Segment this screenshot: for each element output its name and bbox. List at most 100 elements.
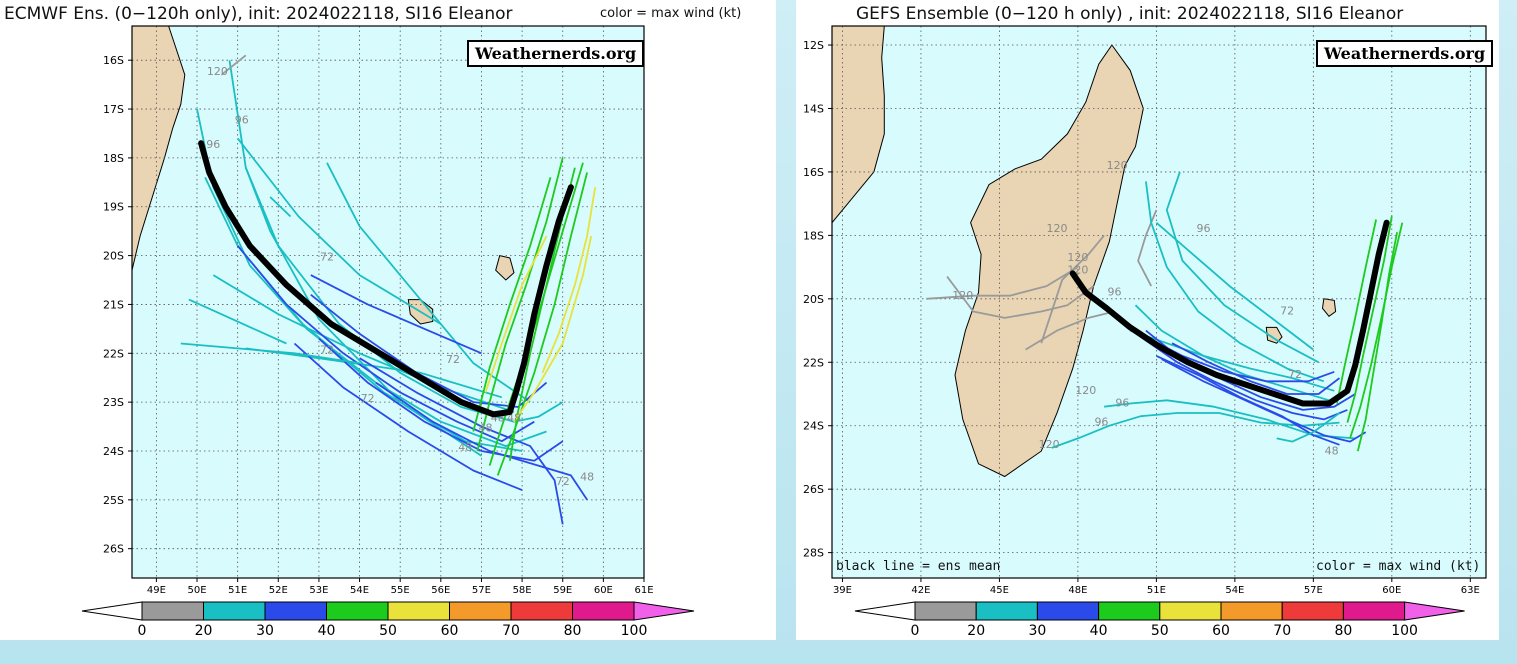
left-member-track: [484, 235, 548, 393]
left-scale-arrow-left: [81, 601, 143, 621]
left-scale-swatch: [141, 601, 204, 621]
right-lat-tick-label: 28S: [803, 547, 824, 560]
left-member-track: [245, 347, 503, 399]
gefs-watermark: Weathernerds.org: [1316, 40, 1494, 67]
left-scale-swatch: [203, 601, 266, 621]
left-hour-label: 72: [361, 392, 375, 405]
right-hour-label: 72: [1280, 305, 1294, 318]
right-lat-tick-label: 14S: [803, 102, 824, 115]
right-landmass: [832, 26, 885, 224]
left-member-track: [180, 342, 360, 364]
left-hour-label: 96: [206, 138, 220, 151]
left-hour-label: 96: [235, 114, 249, 127]
right-member-track: [1356, 232, 1398, 452]
ecmwf-title: ECMWF Ens. (0−120h only), init: 20240221…: [4, 4, 513, 24]
left-scale-swatch: [572, 601, 635, 621]
right-member-track: [1129, 329, 1335, 392]
gefs-color-legend: color = max wind (kt): [1316, 559, 1481, 574]
right-member-track: [1134, 304, 1330, 402]
right-member-track: [1171, 342, 1341, 395]
ecmwf-watermark: Weathernerds.org: [467, 40, 645, 67]
right-scale-swatch: [1220, 601, 1283, 621]
right-scale-swatch: [1342, 601, 1406, 621]
left-scale-label: 60: [441, 623, 459, 639]
right-hour-label: 72: [1288, 368, 1302, 381]
left-scale-label: 0: [138, 623, 147, 639]
left-scale-label: 50: [379, 623, 397, 639]
right-lon-tick-label: 39E: [833, 585, 852, 596]
left-lat-tick-label: 25S: [103, 494, 124, 507]
right-member-track: [1140, 336, 1348, 421]
left-lat-tick-label: 22S: [103, 347, 124, 360]
right-lat-tick-label: 12S: [803, 39, 824, 52]
left-hour-label: 72: [556, 475, 570, 488]
right-scale-swatch: [1281, 601, 1344, 621]
right-scale-label: 20: [967, 623, 985, 639]
right-hour-label: 120: [952, 289, 973, 302]
left-lat-tick-label: 24S: [103, 445, 124, 458]
left-member-track: [496, 172, 588, 476]
left-lon-tick-label: 57E: [472, 585, 491, 596]
right-lon-tick-label: 51E: [1147, 585, 1166, 596]
left-member-track: [310, 293, 548, 408]
left-lon-tick-label: 60E: [594, 585, 613, 596]
left-mean-track: [198, 140, 574, 418]
left-scale-label: 80: [564, 623, 582, 639]
right-scale-swatch: [1036, 601, 1100, 621]
left-hour-label: 48: [580, 470, 594, 483]
left-scale-label: 30: [256, 623, 274, 639]
right-lon-tick-label: 63E: [1461, 585, 1480, 596]
left-lat-tick-label: 20S: [103, 250, 124, 263]
right-scale-label: 60: [1212, 623, 1230, 639]
left-map-frame: [131, 25, 645, 579]
left-member-track: [359, 357, 564, 525]
gefs-title: GEFS Ensemble (0−120 h only) , init: 202…: [856, 4, 1404, 24]
left-lon-tick-label: 58E: [513, 585, 532, 596]
left-lon-tick-label: 61E: [634, 585, 653, 596]
left-scale-swatch: [510, 601, 573, 621]
left-scale-swatch: [387, 601, 450, 621]
left-member-track: [375, 381, 588, 501]
right-member-track: [1349, 222, 1404, 439]
right-lat-tick-label: 22S: [803, 356, 824, 369]
ecmwf-panel: ECMWF Ens. (0−120h only), init: 20240221…: [0, 0, 776, 640]
left-lat-tick-label: 21S: [103, 298, 124, 311]
right-scale-label: 80: [1334, 623, 1352, 639]
right-hour-label: 120: [1039, 438, 1060, 451]
right-hour-label: 96: [1108, 286, 1122, 299]
left-hour-label: 120: [207, 65, 228, 78]
right-member-track: [1040, 234, 1105, 344]
left-member-track: [293, 342, 523, 491]
left-member-track: [310, 274, 482, 355]
left-lon-tick-label: 52E: [269, 585, 288, 596]
left-hour-label: 72: [446, 353, 460, 366]
right-lat-tick-label: 24S: [803, 420, 824, 433]
right-hour-label: 120: [1075, 384, 1096, 397]
right-lat-tick-label: 26S: [803, 483, 824, 496]
left-ocean: [132, 26, 644, 578]
gefs-mean-legend: black line = ens mean: [836, 559, 1001, 574]
right-lon-tick-label: 45E: [990, 585, 1009, 596]
left-member-track: [237, 245, 535, 443]
left-lon-tick-label: 54E: [350, 585, 369, 596]
right-scale-swatch: [1159, 601, 1222, 621]
right-lon-tick-label: 42E: [911, 585, 930, 596]
right-island: [1265, 326, 1283, 344]
left-scale-label: 100: [621, 623, 648, 639]
left-scale-arrow-right: [633, 601, 695, 621]
left-member-track: [513, 235, 593, 423]
left-lon-tick-label: 59E: [553, 585, 572, 596]
right-mean-track: [1069, 219, 1390, 407]
right-scale-label: 50: [1151, 623, 1169, 639]
right-lat-tick-label: 20S: [803, 293, 824, 306]
right-member-track: [1155, 222, 1314, 351]
left-lat-tick-label: 17S: [103, 103, 124, 116]
left-member-track: [326, 162, 531, 403]
left-scale-swatch: [326, 601, 389, 621]
left-member-track: [220, 54, 247, 76]
left-lon-tick-label: 55E: [391, 585, 410, 596]
right-lat-tick-label: 18S: [803, 229, 824, 242]
left-lat-tick-label: 19S: [103, 201, 124, 214]
